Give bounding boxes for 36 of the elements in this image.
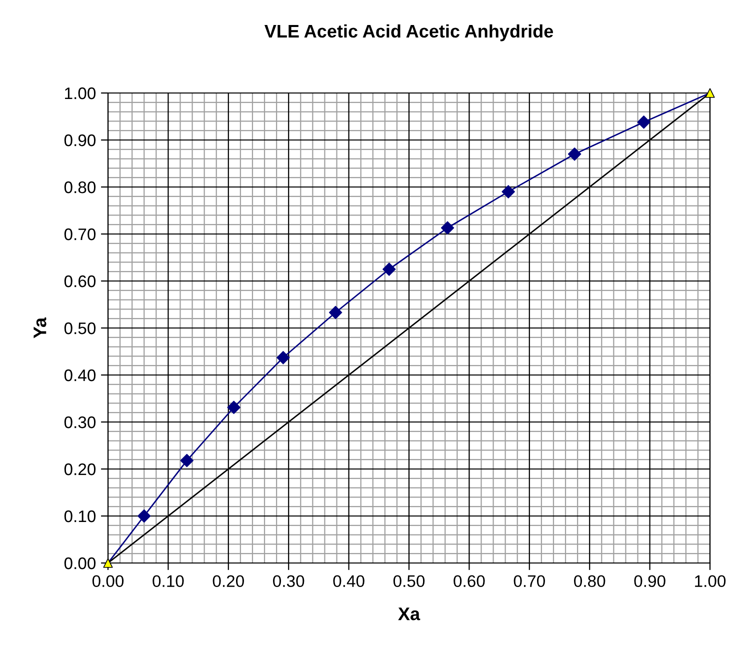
point — [328, 306, 342, 320]
x-tick-label: 0.80 — [574, 575, 606, 588]
x-tick-label: 0.10 — [152, 575, 184, 588]
x-tick-label: 0.60 — [454, 575, 485, 588]
point — [440, 221, 454, 235]
y-tick-label: 0.50 — [64, 322, 96, 334]
y-tick-label: 0.70 — [64, 228, 96, 240]
point — [568, 147, 582, 161]
y-tick-label: 0.30 — [64, 416, 96, 428]
y-tick-label: 0.80 — [64, 181, 96, 194]
y-axis-title: Ya — [34, 317, 46, 338]
y-tick-label: 0.90 — [64, 134, 96, 146]
x-tick-label: 0.20 — [212, 575, 244, 588]
y-tick-label: 0.10 — [64, 510, 96, 522]
x-tick-label: 0.30 — [273, 575, 304, 588]
x-tick-label: 1.00 — [695, 575, 726, 588]
point — [227, 400, 240, 414]
x-tick-label: 0.00 — [92, 575, 124, 588]
point — [137, 509, 151, 523]
point — [502, 185, 515, 198]
y-tick-label: 0.20 — [64, 463, 96, 476]
y-tick-label: 0.40 — [64, 369, 96, 382]
x-tick-label: 0.70 — [514, 575, 545, 588]
y-tick-label: 0.00 — [64, 557, 96, 570]
x-tick-label: 0.40 — [333, 575, 364, 588]
x-tick-label: 0.90 — [634, 575, 666, 588]
y-tick-label: 1.00 — [65, 87, 96, 100]
point — [180, 454, 194, 468]
x-axis-title: Xa — [398, 608, 420, 620]
chart-title: VLE Acetic Acid Acetic Anhydride — [264, 24, 554, 42]
point — [637, 116, 650, 129]
y-tick-label: 0.60 — [64, 275, 96, 288]
point — [382, 262, 396, 276]
x-tick-label: 0.50 — [393, 575, 425, 588]
point — [705, 88, 715, 98]
point — [276, 350, 290, 364]
